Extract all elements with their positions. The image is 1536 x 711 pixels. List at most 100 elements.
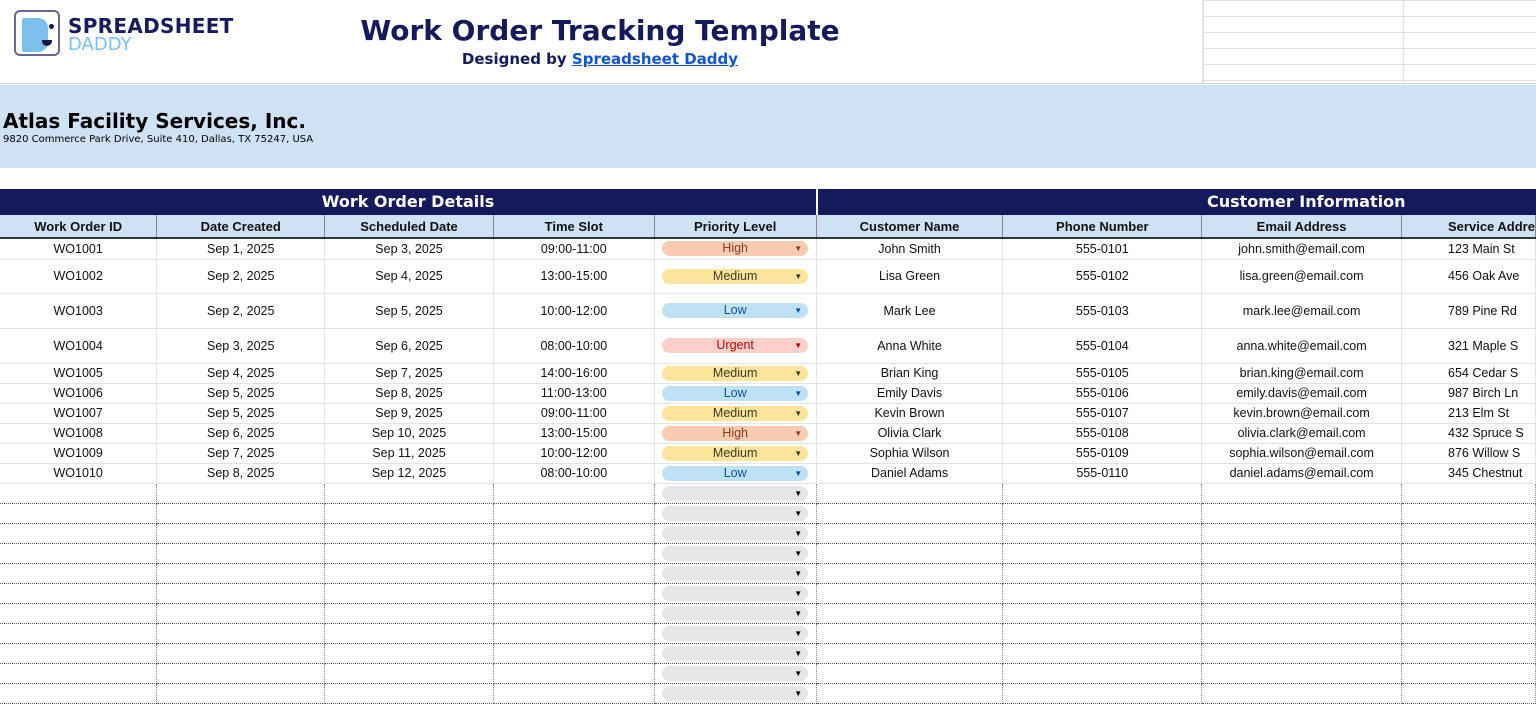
priority-dropdown[interactable]: Low ▼ [662, 465, 809, 481]
empty-cell[interactable]: ▼ [654, 603, 817, 624]
empty-cell[interactable] [816, 523, 1004, 544]
empty-cell[interactable] [1401, 623, 1536, 644]
dropdown-arrow-icon[interactable]: ▼ [794, 628, 803, 638]
cell[interactable]: Sep 9, 2025 [324, 403, 494, 424]
empty-cell[interactable] [1401, 563, 1536, 584]
empty-cell[interactable] [1002, 523, 1203, 544]
empty-cell[interactable] [816, 683, 1004, 704]
dropdown-arrow-icon[interactable]: ▼ [794, 448, 803, 458]
dropdown-arrow-icon[interactable]: ▼ [794, 568, 803, 578]
dropdown-arrow-icon[interactable]: ▼ [794, 306, 803, 316]
cell[interactable]: Low ▼ [654, 463, 817, 484]
cell[interactable]: 13:00-15:00 [493, 259, 655, 294]
priority-dropdown[interactable]: ▼ [662, 585, 809, 601]
cell[interactable]: WO1002 [0, 259, 158, 294]
empty-cell[interactable] [1002, 603, 1203, 624]
cell[interactable]: Kevin Brown [816, 403, 1004, 424]
empty-cell[interactable] [1002, 503, 1203, 524]
cell[interactable]: 555-0104 [1002, 328, 1203, 364]
cell[interactable]: WO1006 [0, 383, 158, 404]
column-header[interactable]: Priority Level [654, 215, 817, 239]
cell[interactable]: WO1010 [0, 463, 158, 484]
priority-dropdown[interactable]: ▼ [662, 525, 809, 541]
cell[interactable]: Daniel Adams [816, 463, 1004, 484]
empty-cell[interactable]: ▼ [654, 523, 817, 544]
priority-dropdown[interactable]: ▼ [662, 645, 809, 661]
empty-cell[interactable] [1201, 623, 1403, 644]
cell[interactable]: High ▼ [654, 238, 817, 260]
dropdown-arrow-icon[interactable]: ▼ [794, 368, 803, 378]
cell[interactable]: Sep 6, 2025 [324, 328, 494, 364]
cell[interactable]: WO1003 [0, 293, 158, 329]
cell[interactable]: WO1009 [0, 443, 158, 464]
dropdown-arrow-icon[interactable]: ▼ [794, 648, 803, 658]
dropdown-arrow-icon[interactable]: ▼ [794, 688, 803, 698]
empty-cell[interactable] [156, 483, 326, 504]
cell[interactable]: John Smith [816, 238, 1004, 260]
cell[interactable]: daniel.adams@email.com [1201, 463, 1403, 484]
empty-cell[interactable] [156, 643, 326, 664]
priority-dropdown[interactable]: High ▼ [662, 425, 809, 441]
cell[interactable]: john.smith@email.com [1201, 238, 1403, 260]
cell[interactable]: Medium ▼ [654, 259, 817, 294]
empty-cell[interactable] [324, 603, 494, 624]
cell[interactable]: Sep 2, 2025 [156, 293, 326, 329]
empty-cell[interactable]: ▼ [654, 583, 817, 604]
cell[interactable]: 555-0109 [1002, 443, 1203, 464]
empty-cell[interactable]: ▼ [654, 683, 817, 704]
cell[interactable]: 555-0107 [1002, 403, 1203, 424]
cell[interactable]: Medium ▼ [654, 443, 817, 464]
cell[interactable]: Medium ▼ [654, 403, 817, 424]
empty-cell[interactable] [1401, 503, 1536, 524]
cell[interactable]: 08:00-10:00 [493, 463, 655, 484]
empty-cell[interactable] [1401, 543, 1536, 564]
cell[interactable]: 213 Elm St [1401, 403, 1536, 424]
empty-cell[interactable] [493, 483, 655, 504]
empty-cell[interactable] [156, 623, 326, 644]
column-header[interactable]: Scheduled Date [324, 215, 494, 239]
dropdown-arrow-icon[interactable]: ▼ [794, 428, 803, 438]
empty-cell[interactable] [493, 603, 655, 624]
cell[interactable]: Emily Davis [816, 383, 1004, 404]
empty-cell[interactable] [1002, 483, 1203, 504]
empty-cell[interactable] [324, 663, 494, 684]
dropdown-arrow-icon[interactable]: ▼ [794, 548, 803, 558]
empty-cell[interactable] [0, 683, 158, 704]
column-header[interactable]: Work Order ID [0, 215, 158, 239]
priority-dropdown[interactable]: ▼ [662, 625, 809, 641]
cell[interactable]: Sep 8, 2025 [156, 463, 326, 484]
cell[interactable]: WO1005 [0, 363, 158, 384]
empty-cell[interactable] [493, 663, 655, 684]
empty-cell[interactable] [816, 603, 1004, 624]
priority-dropdown[interactable]: ▼ [662, 605, 809, 621]
empty-cell[interactable] [1201, 543, 1403, 564]
cell[interactable]: 987 Birch Ln [1401, 383, 1536, 404]
cell[interactable]: olivia.clark@email.com [1201, 423, 1403, 444]
dropdown-arrow-icon[interactable]: ▼ [794, 508, 803, 518]
empty-cell[interactable] [1201, 483, 1403, 504]
empty-cell[interactable] [816, 663, 1004, 684]
empty-cell[interactable] [324, 523, 494, 544]
cell[interactable]: 876 Willow S [1401, 443, 1536, 464]
cell[interactable]: 123 Main St [1401, 238, 1536, 260]
empty-cell[interactable] [324, 643, 494, 664]
cell[interactable]: 09:00-11:00 [493, 238, 655, 260]
dropdown-arrow-icon[interactable]: ▼ [794, 468, 803, 478]
empty-cell[interactable]: ▼ [654, 623, 817, 644]
cell[interactable]: WO1007 [0, 403, 158, 424]
dropdown-arrow-icon[interactable]: ▼ [794, 388, 803, 398]
dropdown-arrow-icon[interactable]: ▼ [794, 271, 803, 281]
priority-dropdown[interactable]: Medium ▼ [662, 268, 809, 284]
cell[interactable]: Sophia Wilson [816, 443, 1004, 464]
cell[interactable]: 321 Maple S [1401, 328, 1536, 364]
priority-dropdown[interactable]: ▼ [662, 565, 809, 581]
cell[interactable]: 555-0106 [1002, 383, 1203, 404]
priority-dropdown[interactable]: Medium ▼ [662, 405, 809, 421]
empty-cell[interactable] [493, 543, 655, 564]
empty-cell[interactable] [0, 643, 158, 664]
cell[interactable]: Mark Lee [816, 293, 1004, 329]
priority-dropdown[interactable]: High ▼ [662, 241, 809, 257]
cell[interactable]: Sep 8, 2025 [324, 383, 494, 404]
empty-cell[interactable]: ▼ [654, 543, 817, 564]
dropdown-arrow-icon[interactable]: ▼ [794, 608, 803, 618]
